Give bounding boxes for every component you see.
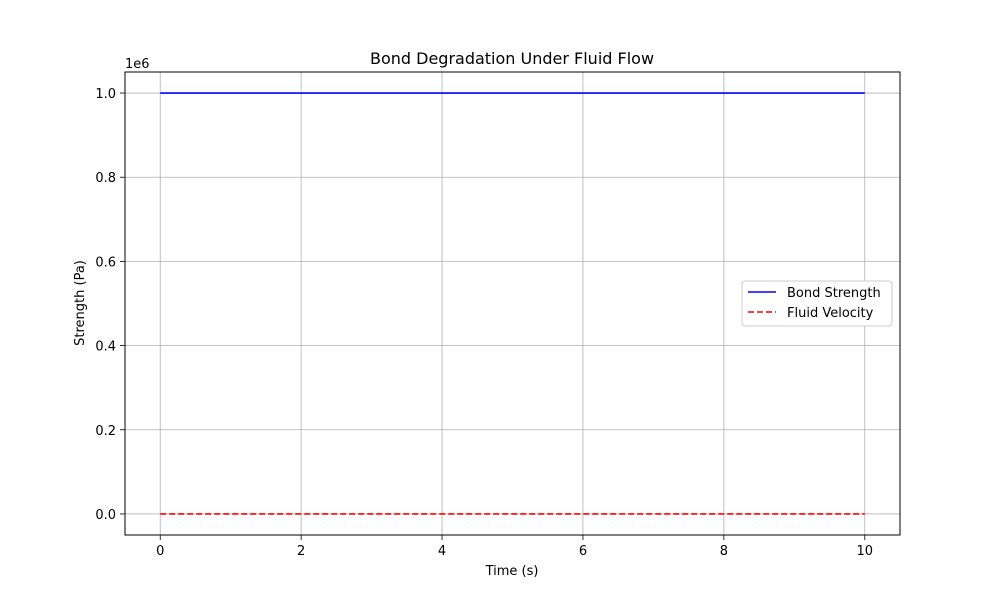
legend-box <box>741 280 893 327</box>
grid <box>125 72 900 535</box>
plot-frame <box>124 71 901 536</box>
x-tick-label: 8 <box>720 544 728 559</box>
y-tick-label: 0.4 <box>95 340 116 355</box>
y-tick-label: 0.0 <box>95 508 116 523</box>
x-axis-label: Time (s) <box>485 564 539 579</box>
y-tick-label: 0.6 <box>95 255 116 270</box>
chart-title: Bond Degradation Under Fluid Flow <box>370 49 654 68</box>
legend-label-bond-strength: Bond Strength <box>787 286 881 301</box>
y-tick-label: 0.2 <box>95 424 116 439</box>
ticks: 0 2 4 6 8 10 0.0 0.2 0.4 0.6 0.8 1.0 <box>95 87 873 559</box>
y-axis-label: Strength (Pa) <box>73 260 88 346</box>
legend-label-fluid-velocity: Fluid Velocity <box>787 306 874 321</box>
x-tick-label: 4 <box>438 544 446 559</box>
series-layer <box>160 92 865 515</box>
y-tick-label: 1.0 <box>95 87 116 102</box>
x-tick-label: 10 <box>856 544 873 559</box>
x-tick-label: 6 <box>579 544 587 559</box>
x-tick-label: 2 <box>297 544 305 559</box>
y-tick-label: 0.8 <box>95 171 116 186</box>
legend: Bond Strength Fluid Velocity <box>741 280 893 327</box>
y-offset-label: 1e6 <box>125 57 150 72</box>
x-tick-label: 0 <box>156 544 164 559</box>
